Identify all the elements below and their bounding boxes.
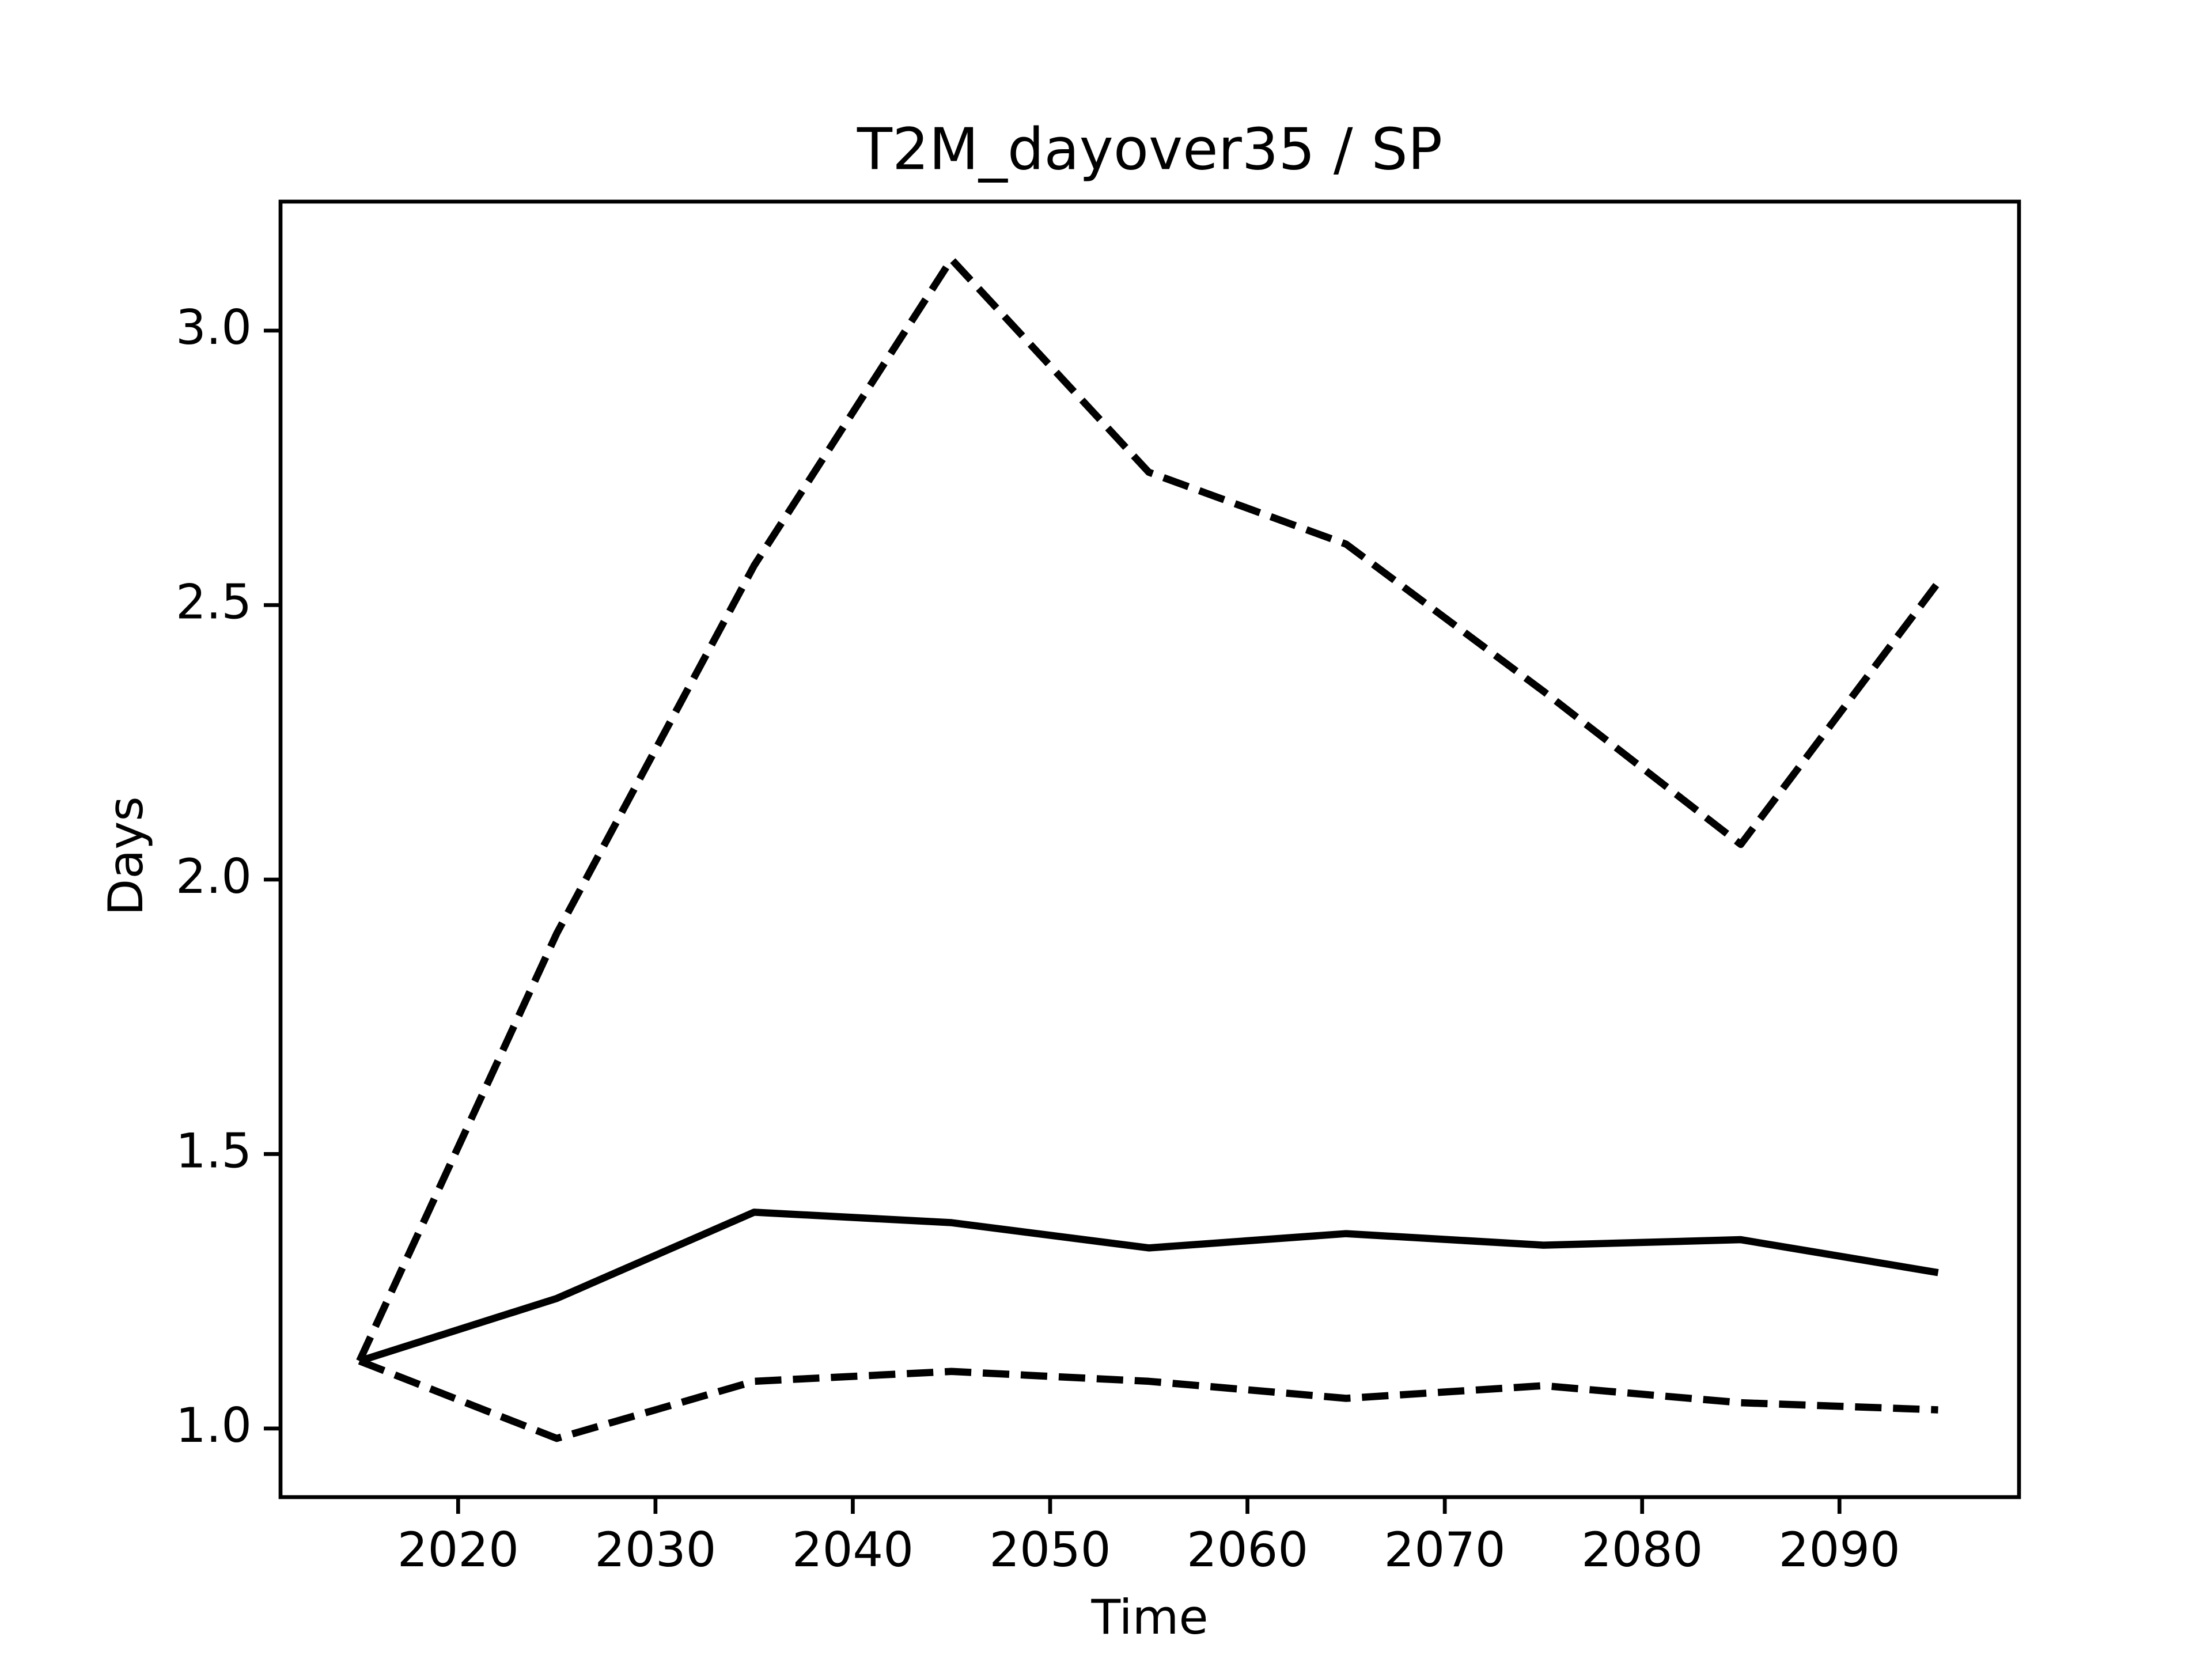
data-line [356,255,1941,1363]
y-tick-label: 3.0 [176,300,252,355]
plot-frame [278,199,2021,1499]
x-tick-label: 2020 [397,1522,519,1578]
y-axis-label: Days [98,796,154,915]
x-axis-label: Time [1090,1589,1208,1645]
x-tick-label: 2040 [792,1522,914,1578]
y-tick-label: 1.5 [176,1123,252,1179]
data-line [358,1209,1939,1365]
y-tick-label: 1.0 [176,1397,252,1453]
x-tick-label: 2070 [1384,1522,1506,1578]
x-tick-label: 2060 [1187,1522,1308,1578]
x-tick-label: 2080 [1581,1522,1703,1578]
y-tick-label: 2.5 [176,574,252,630]
x-tick-label: 2030 [594,1522,716,1578]
y-tick-label: 2.0 [176,849,252,904]
chart-title: T2M_dayover35 / SP [857,115,1442,183]
data-line [358,1357,1938,1442]
x-tick-label: 2050 [989,1522,1111,1578]
x-tick-label: 2090 [1779,1522,1900,1578]
